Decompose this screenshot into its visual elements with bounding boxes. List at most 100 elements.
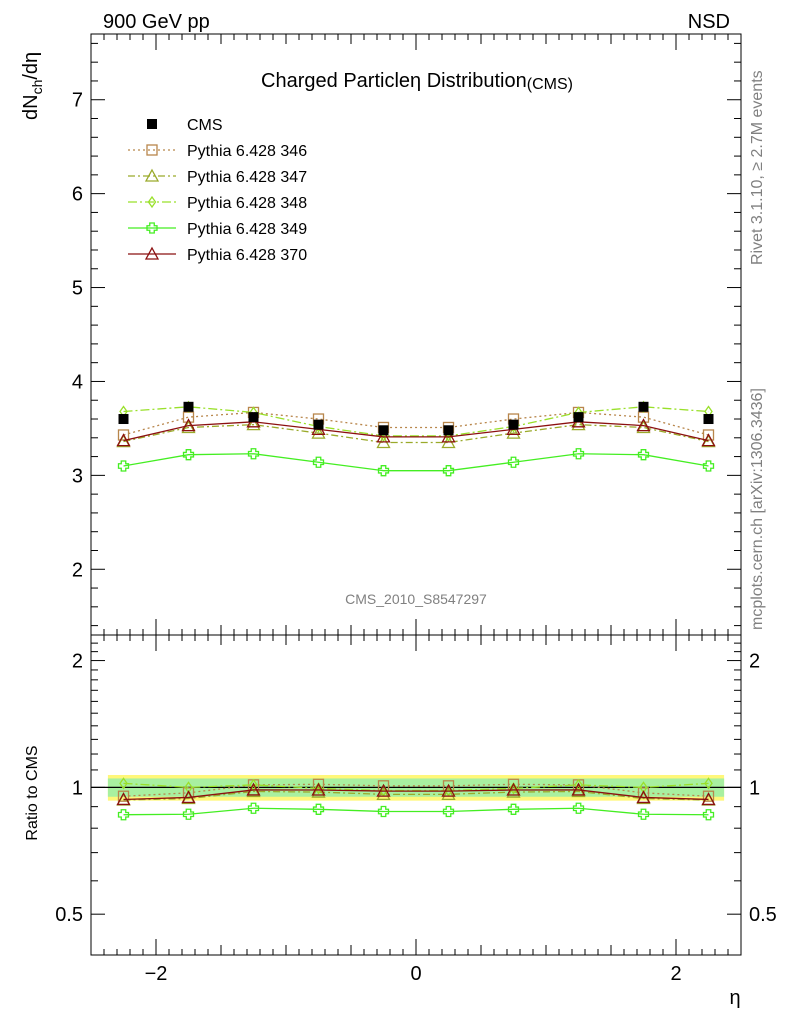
ratio-y-tick-label: 2 [72, 651, 83, 673]
series-line [123, 423, 709, 444]
ratio-series-point [636, 790, 651, 804]
ratio-series-point [247, 802, 260, 814]
ratio-series-point [506, 782, 521, 796]
x-tick-label: 0 [410, 963, 421, 985]
series-line [123, 453, 709, 472]
series-point [637, 449, 650, 461]
series-line [123, 411, 709, 436]
data-point [703, 414, 714, 425]
series-point [246, 417, 261, 431]
ratio-series-point [572, 802, 585, 814]
ratio-series-point [314, 782, 323, 795]
ratio-series-point [702, 790, 715, 802]
ratio-series-point [376, 786, 391, 800]
series-point [181, 420, 196, 434]
y-tick-label: 2 [72, 559, 83, 581]
y-axis-label: dNch/dη [20, 52, 45, 120]
series-point [702, 460, 715, 472]
ratio-series-point [246, 784, 261, 798]
legend-marker-cms [147, 119, 157, 129]
ratio-y-tick-label-right: 1 [749, 777, 760, 799]
ratio-series-point [637, 808, 650, 820]
ratio-series-point [311, 784, 326, 798]
series-line [123, 421, 709, 442]
data-point [118, 414, 129, 425]
mcplots-label: mcplots.cern.ch [arXiv:1306.3436] [749, 388, 766, 630]
legend-label-cms: CMS [187, 117, 223, 134]
ratio-series-line [123, 789, 709, 801]
ratio-y-tick-label-right: 2 [749, 651, 760, 673]
y-tick-label: 6 [72, 184, 83, 206]
series-point [376, 429, 391, 443]
legend-label: Pythia 6.428 347 [187, 169, 307, 186]
x-axis-label: η [729, 987, 740, 1009]
legend-label: Pythia 6.428 348 [187, 195, 307, 212]
series-point [571, 417, 586, 431]
data-point [443, 425, 454, 436]
rivet-version-label: Rivet 3.1.10, ≥ 2.7M events [749, 70, 766, 265]
series-point [507, 456, 520, 468]
ratio-series-point [246, 782, 261, 796]
ratio-series-point [117, 790, 130, 802]
ratio-series-point [119, 777, 128, 790]
ratio-series-point [117, 809, 130, 821]
series-point [247, 448, 260, 460]
legend-marker [146, 222, 158, 234]
header-right: NSD [688, 11, 730, 33]
ratio-series-point [376, 783, 391, 797]
analysis-watermark: CMS_2010_S8547297 [345, 591, 487, 607]
ratio-series-point [442, 805, 455, 818]
ratio-series-point [181, 790, 196, 804]
ratio-series-point [441, 783, 456, 797]
ratio-series-point [506, 784, 521, 798]
legend-marker [146, 144, 158, 156]
series-point [181, 418, 196, 432]
data-point [573, 412, 584, 423]
data-point [313, 419, 324, 430]
ratio-series-point [507, 778, 520, 790]
data-point [638, 401, 649, 412]
ratio-series-point [571, 784, 586, 798]
ratio-y-tick-label-right: 0.5 [749, 904, 777, 926]
data-point [378, 425, 389, 436]
series-point [636, 420, 651, 434]
series-point [312, 456, 325, 468]
legend-label: Pythia 6.428 349 [187, 221, 307, 238]
x-tick-label: −2 [145, 963, 168, 985]
ratio-series-point [116, 792, 131, 806]
main-panel: 2 3 4 5 6 7 [72, 33, 742, 636]
legend-label: Pythia 6.428 346 [187, 143, 307, 160]
legend: CMS Pythia 6.428 346 Pythia 6.428 347 Pythi… [128, 117, 307, 264]
legend-marker [147, 195, 157, 209]
y-tick-label: 5 [72, 278, 83, 300]
ratio-y-tick-label: 1 [72, 777, 83, 799]
ratio-series-point [701, 792, 716, 806]
ratio-series-point [312, 778, 325, 790]
legend-marker [144, 246, 160, 260]
chart-title: Charged Particleη Distribution(CMS) [261, 70, 573, 93]
ratio-series-point [377, 805, 390, 818]
data-point [248, 412, 259, 423]
ratio-series-point [507, 803, 520, 815]
ratio-series-point [704, 777, 713, 790]
ratio-series-point [312, 803, 325, 815]
ratio-y-tick-label: 0.5 [55, 904, 83, 926]
y-tick-label: 3 [72, 465, 83, 487]
series-point [377, 465, 390, 477]
legend-label: Pythia 6.428 370 [187, 247, 307, 264]
data-point [508, 419, 519, 430]
ratio-panel: 0.5 0.5 1 1 2 2 −2 0 2 [55, 634, 777, 985]
series-point [506, 425, 521, 439]
ratio-series-point [702, 809, 715, 821]
series-point [116, 433, 131, 447]
legend-marker [144, 168, 160, 182]
ratio-series-point [509, 782, 518, 795]
ratio-series-line [123, 807, 709, 816]
series-point [701, 433, 716, 447]
y-tick-label: 4 [72, 371, 83, 393]
series-point [117, 460, 130, 472]
header-left: 900 GeV pp [103, 11, 210, 33]
series-point [572, 448, 585, 460]
series-point [311, 425, 326, 439]
ratio-series-point [311, 782, 326, 796]
